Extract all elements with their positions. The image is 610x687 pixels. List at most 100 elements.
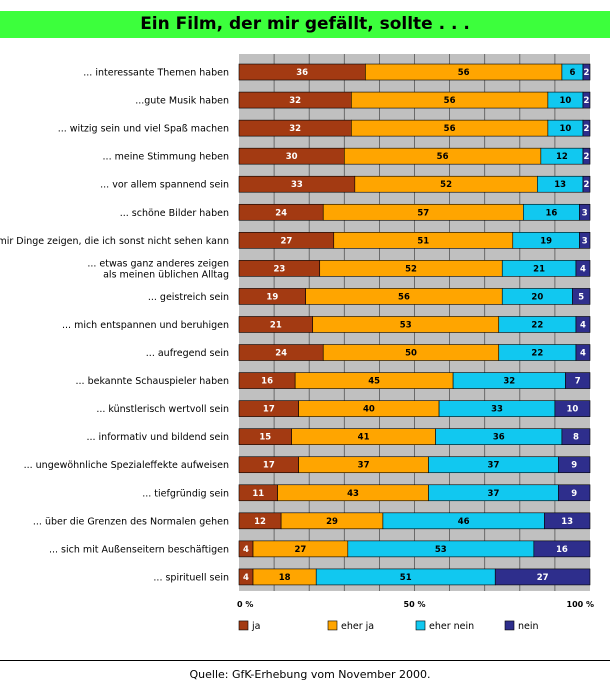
data-label: 10 <box>560 96 572 106</box>
bar-segment <box>544 512 591 530</box>
data-label: 52 <box>440 180 452 190</box>
category-label: als meinen üblichen Alltag <box>103 269 229 280</box>
category-label: ... informativ und bildend sein <box>86 432 229 443</box>
data-label: 17 <box>263 461 275 471</box>
data-label: 19 <box>540 236 552 246</box>
bar-segment <box>582 175 591 193</box>
data-label: 17 <box>263 405 275 415</box>
data-label: 29 <box>326 517 338 527</box>
data-label: 20 <box>531 292 543 302</box>
data-label: 10 <box>567 405 579 415</box>
data-label: 33 <box>491 405 503 415</box>
data-label: 21 <box>270 320 282 330</box>
data-label: 18 <box>279 573 291 583</box>
data-label: 4 <box>580 320 586 330</box>
category-label: ... bekannte Schauspieler haben <box>76 376 229 387</box>
data-label: 32 <box>289 96 301 106</box>
legend-swatch <box>238 620 249 631</box>
bar-segment <box>558 484 591 502</box>
data-label: 56 <box>444 96 456 106</box>
bar-segment <box>561 428 591 445</box>
data-label: 24 <box>275 349 287 359</box>
data-label: 32 <box>289 124 301 134</box>
category-label: ... witzig sein und viel Spaß machen <box>58 124 229 135</box>
data-label: 36 <box>493 433 505 443</box>
data-label: 52 <box>405 264 417 274</box>
bar-segment <box>572 288 591 305</box>
category-label: ... vor allem spannend sein <box>100 180 229 191</box>
category-label: ... aufregend sein <box>146 348 229 359</box>
data-label: 56 <box>437 152 449 162</box>
data-label: 16 <box>261 377 273 387</box>
data-label: 2 <box>584 152 590 162</box>
data-label: 4 <box>243 545 249 555</box>
category-label: ... etwas ganz anderes zeigen <box>87 258 229 269</box>
bar-segment <box>533 540 591 558</box>
data-label: 8 <box>573 433 579 443</box>
footer-divider <box>0 660 610 661</box>
bar-segment <box>579 203 591 221</box>
data-label: 24 <box>275 208 287 218</box>
data-label: 9 <box>571 461 577 471</box>
data-label: 7 <box>575 377 581 387</box>
data-label: 32 <box>503 377 515 387</box>
data-label: 3 <box>582 236 588 246</box>
data-label: 10 <box>560 124 572 134</box>
data-label: 12 <box>254 517 266 527</box>
data-label: 56 <box>444 124 456 134</box>
data-label: 51 <box>400 573 412 583</box>
data-label: 23 <box>273 264 285 274</box>
data-label: 2 <box>584 124 590 134</box>
legend-swatch <box>504 620 515 631</box>
data-label: 9 <box>571 489 577 499</box>
data-label: 51 <box>417 236 429 246</box>
bar-segment <box>575 344 591 361</box>
bar-segment <box>558 456 591 474</box>
bar-segment <box>582 91 591 109</box>
bar-segment <box>494 568 591 586</box>
bar-segment <box>579 232 591 249</box>
legend-label: eher ja <box>341 621 374 632</box>
data-label: 30 <box>286 152 298 162</box>
bar-segment <box>575 260 591 277</box>
data-label: 50 <box>405 349 417 359</box>
data-label: 43 <box>347 489 359 499</box>
bar-segment <box>582 147 591 165</box>
data-label: 5 <box>578 292 584 302</box>
bar-segment <box>582 119 591 137</box>
data-label: 15 <box>259 433 271 443</box>
x-tick-label: 0 % <box>237 600 253 609</box>
x-tick-label: 100 % <box>567 600 595 609</box>
legend-swatch <box>327 620 338 631</box>
bar-segment <box>575 316 591 333</box>
data-label: 37 <box>358 461 370 471</box>
data-label: 36 <box>296 68 308 78</box>
category-label: ... künstlerisch wertvoll sein <box>96 404 229 415</box>
title-bar: Ein Film, der mir gefällt, sollte . . . <box>0 11 610 38</box>
category-label: ... geistreich sein <box>148 292 229 303</box>
chart-title: Ein Film, der mir gefällt, sollte . . . <box>140 14 470 34</box>
category-label: ... meine Stimmung heben <box>103 152 229 163</box>
category-label: ... mir Dinge zeigen, die ich sonst nich… <box>0 236 229 247</box>
category-label: ... über die Grenzen des Normalen gehen <box>33 516 229 527</box>
data-label: 11 <box>252 489 264 499</box>
data-label: 21 <box>533 264 545 274</box>
category-label: ... mich entspannen und beruhigen <box>62 320 229 331</box>
data-label: 22 <box>531 349 543 359</box>
category-label: ... schöne Bilder haben <box>120 208 229 219</box>
data-label: 27 <box>537 573 549 583</box>
data-label: 13 <box>561 517 573 527</box>
data-label: 16 <box>556 545 568 555</box>
category-label: ... ungewöhnliche Spezialeffekte aufweis… <box>24 460 229 471</box>
data-label: 33 <box>291 180 303 190</box>
data-label: 3 <box>582 208 588 218</box>
data-label: 53 <box>400 320 412 330</box>
data-label: 37 <box>488 461 500 471</box>
x-tick-label: 50 % <box>404 600 426 609</box>
data-label: 2 <box>584 68 590 78</box>
category-label: ... sich mit Außenseitern beschäftigen <box>49 544 229 555</box>
data-label: 22 <box>531 320 543 330</box>
data-label: 16 <box>545 208 557 218</box>
data-label: 2 <box>584 180 590 190</box>
